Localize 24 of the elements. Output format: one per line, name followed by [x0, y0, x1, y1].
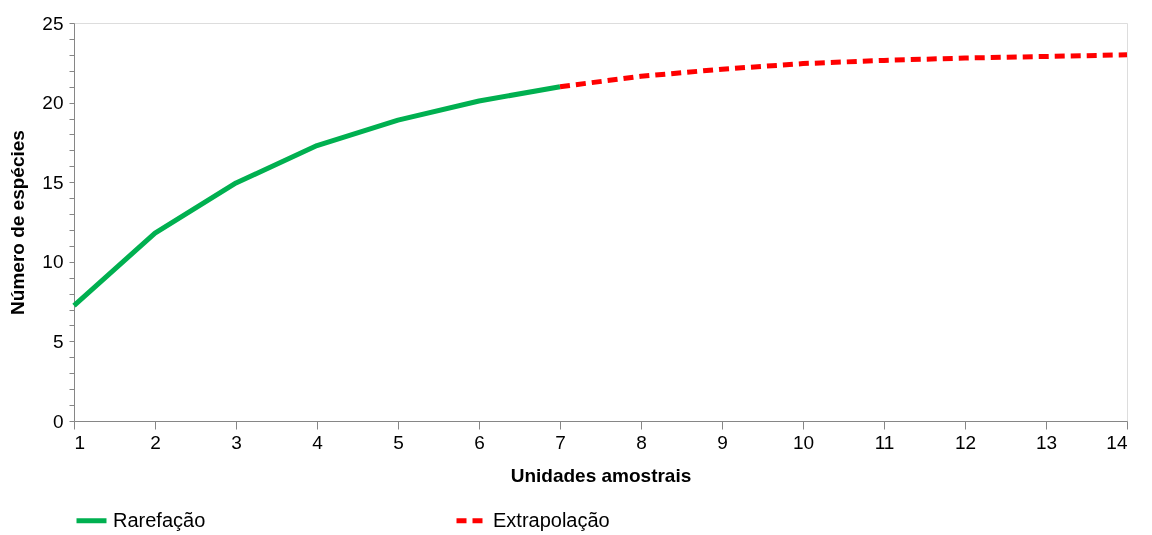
x-tick-label: 1 [74, 431, 86, 453]
x-tick-label: 5 [393, 431, 404, 453]
y-tick-label: 25 [42, 12, 64, 34]
x-tick-label: 10 [792, 431, 815, 453]
x-tick-label: 6 [474, 431, 485, 453]
x-tick-label: 13 [1035, 431, 1058, 453]
legend-label: Extrapolação [493, 508, 610, 531]
y-axis-title: Número de espécies [7, 130, 29, 315]
y-tick-label: 10 [42, 251, 64, 273]
x-tick-label: 9 [717, 431, 728, 453]
y-tick-label: 15 [42, 171, 64, 193]
x-tick-label: 11 [874, 431, 895, 453]
x-tick-label: 4 [312, 431, 324, 453]
y-tick-label: 20 [42, 92, 64, 114]
x-tick-label: 3 [231, 431, 242, 453]
x-tick-label: 14 [1106, 431, 1128, 453]
x-tick-label: 2 [150, 431, 161, 453]
x-axis-title: Unidades amostrais [510, 464, 692, 486]
legend-label: Rarefação [113, 508, 206, 531]
x-tick-label: 12 [954, 431, 977, 453]
x-tick-label: 7 [555, 431, 566, 453]
x-tick-label: 8 [636, 431, 647, 453]
y-tick-label: 0 [52, 410, 64, 432]
y-tick-label: 5 [52, 330, 64, 352]
